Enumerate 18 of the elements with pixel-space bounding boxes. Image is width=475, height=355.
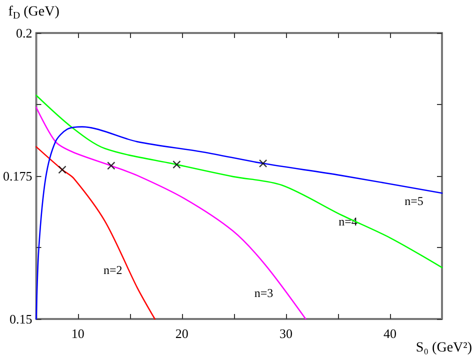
point: [107, 162, 116, 170]
series-label: n=5: [404, 194, 424, 208]
line-series: [36, 106, 306, 320]
point: [172, 160, 181, 169]
x-tick-label: 20: [175, 326, 188, 341]
x-tick-label: 30: [279, 326, 292, 341]
y-tick-label: 0.15: [10, 312, 32, 326]
x-axis-title: S₀ (GeV²): [416, 340, 472, 355]
line-series: [36, 146, 156, 320]
series-label: n=3: [254, 286, 274, 300]
point: [258, 159, 268, 168]
series-label: n=4: [338, 214, 358, 229]
point: [58, 166, 66, 174]
series-label: n=2: [103, 263, 122, 277]
x-tick-label: 40: [383, 326, 396, 341]
y-tick-label: 0.2: [16, 26, 32, 40]
y-tick-label: 0.175: [3, 168, 32, 184]
x-tick-label: 10: [71, 326, 84, 341]
